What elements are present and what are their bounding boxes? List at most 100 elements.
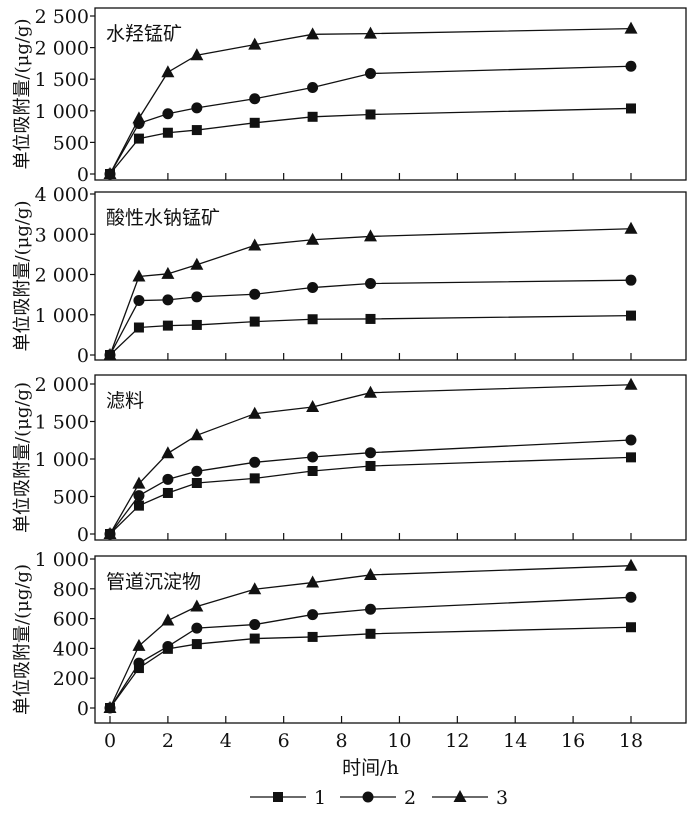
panel-title: 水羟锰矿 xyxy=(106,23,182,45)
panel-frame xyxy=(94,7,687,181)
series-1-point xyxy=(307,631,318,642)
series-2-point xyxy=(625,274,637,286)
series-2-point xyxy=(625,60,637,72)
x-tick-label: 0 xyxy=(104,730,116,752)
series-3-point xyxy=(624,377,638,390)
series-3-point xyxy=(132,476,146,489)
series-2-point xyxy=(625,591,637,603)
series-3-point xyxy=(190,48,204,61)
series-3-point xyxy=(103,167,117,179)
legend-marker xyxy=(453,790,467,802)
series-1-point xyxy=(307,111,318,122)
series-2-point xyxy=(133,295,145,307)
series-2-point xyxy=(625,434,637,446)
series-1-point xyxy=(133,322,144,333)
series-3-point xyxy=(248,582,262,595)
series-1-point xyxy=(307,314,318,325)
series-1-point xyxy=(249,473,260,484)
series-3-point xyxy=(103,527,117,539)
series-3-point xyxy=(364,229,377,242)
series-3-point xyxy=(248,406,262,419)
y-tick-label: 1 000 xyxy=(35,449,89,471)
series-3-point xyxy=(364,385,377,398)
series-3-point xyxy=(248,238,262,251)
x-axis-label: 时间/h xyxy=(342,757,399,779)
series-2-point xyxy=(307,609,319,621)
series-1-point xyxy=(626,310,636,321)
series-2-point xyxy=(191,465,203,477)
series-2-point xyxy=(365,68,376,80)
series-3-point xyxy=(624,221,638,234)
y-tick-label: 600 xyxy=(53,609,89,631)
y-tick-label: 3 000 xyxy=(35,224,89,246)
series-2-line xyxy=(109,65,632,175)
y-tick-label: 1 500 xyxy=(35,69,89,91)
series-2-point xyxy=(307,282,319,294)
x-tick-label: 16 xyxy=(561,730,585,752)
x-tick-label: 8 xyxy=(336,730,348,752)
y-tick-label: 400 xyxy=(53,638,89,660)
series-3-point xyxy=(306,27,320,40)
panel-frame xyxy=(94,555,687,724)
panel-title: 管道沉淀物 xyxy=(106,571,201,593)
series-1-point xyxy=(162,487,173,498)
series-2-point xyxy=(365,278,376,290)
y-tick-label: 200 xyxy=(53,668,89,690)
series-3-point xyxy=(132,111,146,124)
series-2-point xyxy=(133,490,145,502)
y-axis-label: 单位吸附量/(μg/g) xyxy=(12,564,33,715)
series-1-point xyxy=(626,452,636,463)
series-3-point xyxy=(364,567,377,580)
series-3-line xyxy=(109,228,632,356)
y-tick-label: 1 000 xyxy=(35,305,89,327)
series-2-point xyxy=(249,288,261,300)
y-tick-label: 4 000 xyxy=(35,184,89,206)
x-tick-label: 10 xyxy=(387,730,411,752)
y-tick-label: 500 xyxy=(53,132,89,154)
y-tick-label: 0 xyxy=(77,524,89,546)
series-3-point xyxy=(306,232,320,245)
x-tick-label: 12 xyxy=(445,730,469,752)
series-1-point xyxy=(162,320,173,331)
y-tick-label: 0 xyxy=(77,698,89,720)
series-2-line xyxy=(109,439,632,535)
series-1-point xyxy=(307,466,318,476)
y-tick-label: 2 000 xyxy=(35,374,89,396)
y-tick-label: 800 xyxy=(53,579,89,601)
series-1-point xyxy=(365,109,376,120)
y-tick-label: 500 xyxy=(53,487,89,509)
y-axis-label: 单位吸附量/(μg/g) xyxy=(12,382,33,533)
series-2-point xyxy=(307,82,319,94)
y-tick-label: 1 000 xyxy=(35,101,89,123)
series-3-point xyxy=(103,348,117,360)
series-1-point xyxy=(365,313,376,324)
series-1-point xyxy=(249,316,260,327)
x-tick-label: 6 xyxy=(278,730,290,752)
series-3-point xyxy=(306,400,320,413)
series-1-point xyxy=(191,478,202,488)
series-1-point xyxy=(133,500,144,511)
series-3-line xyxy=(109,384,632,535)
series-1-point xyxy=(626,103,636,114)
series-1-point xyxy=(133,133,144,144)
series-3-point xyxy=(103,701,117,713)
series-3-point xyxy=(132,269,146,282)
y-tick-label: 1 000 xyxy=(35,549,89,571)
series-1-point xyxy=(191,125,202,136)
series-3-point xyxy=(132,638,146,651)
series-2-point xyxy=(249,456,261,468)
legend-marker xyxy=(362,791,374,803)
y-tick-label: 2 000 xyxy=(35,38,89,60)
series-1-point xyxy=(249,117,260,128)
series-1-point xyxy=(626,622,636,633)
series-2-point xyxy=(191,291,203,303)
x-tick-label: 18 xyxy=(619,730,643,752)
y-axis-label: 单位吸附量/(μg/g) xyxy=(12,201,33,352)
series-2-point xyxy=(162,108,174,120)
y-tick-label: 2 000 xyxy=(35,265,89,287)
x-tick-label: 14 xyxy=(503,730,527,752)
series-2-point xyxy=(307,451,319,463)
